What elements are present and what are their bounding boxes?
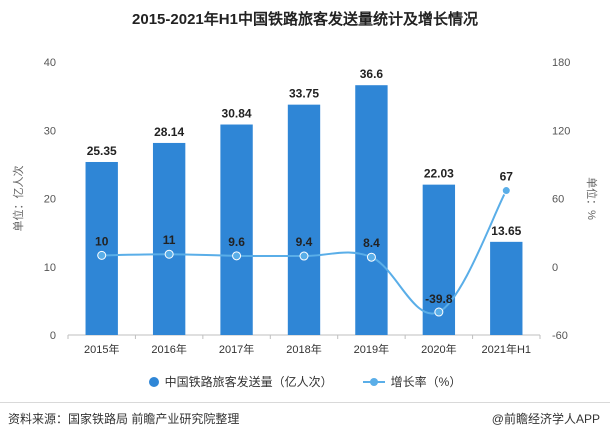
line-value-label: -39.8 [425,292,453,306]
y-right-tick-label: 0 [552,262,558,274]
legend-bar-label: 中国铁路旅客发送量（亿人次） [164,375,333,389]
data-labels: 25.35 28.14 30.84 33.75 36.6 22.03 13.65 10 11 9.… [87,67,522,306]
legend-line-swatch [362,377,385,387]
line-point [501,186,511,196]
x-tick-label: 2016年 [151,342,186,356]
bar-value-label: 28.14 [154,125,184,139]
line-point [164,249,174,259]
legend-item-line: 增长率（%） [362,373,462,390]
footer-brand: @前瞻经济学人APP [491,412,600,426]
bar [152,142,186,335]
line-point [299,251,309,261]
x-tick-label: 2017年 [219,342,254,356]
line-point [232,251,242,261]
line-point [434,307,444,317]
y-left-tick-label: 20 [44,194,56,206]
bar [355,85,388,335]
bar-value-label: 36.6 [360,67,384,81]
bar-value-label: 22.03 [424,167,454,181]
bar-value-label: 33.75 [289,87,319,101]
line-value-label: 8.4 [363,236,380,250]
bar [220,124,253,335]
legend-item-bar: 中国铁路旅客发送量（亿人次） [148,373,333,390]
bar [287,104,321,335]
bar-value-label: 13.65 [491,224,521,238]
bar [85,161,118,335]
footer-source: 资料来源：国家铁路局 前瞻产业研究院整理 [8,412,240,426]
line-series [97,186,511,317]
y-left-axis-title: 单位：亿人次 [11,166,25,232]
y-right-tick-label: 180 [552,57,570,69]
line-point [366,252,376,262]
x-tick-label: 2015年 [84,342,119,356]
x-tick-label: 2020年 [421,342,456,356]
legend-line-label: 增长率（%） [390,375,462,389]
chart-title: 2015-2021年H1中国铁路旅客发送量统计及增长情况 [132,11,478,28]
bar [490,241,523,335]
line-value-label: 10 [95,234,109,248]
bar-series [85,85,523,335]
y-right-tick-label: 60 [552,194,564,206]
footer-divider [0,402,610,403]
line-value-label: 11 [163,233,176,247]
y-left-tick-label: 10 [44,262,56,274]
line-value-label: 67 [500,170,514,184]
line-value-label: 9.4 [296,235,313,249]
bar-value-label: 30.84 [222,107,252,121]
legend: 中国铁路旅客发送量（亿人次） 增长率（%） [0,373,610,390]
line-value-label: 9.6 [228,235,245,249]
line-point [97,250,107,260]
y-right-axis-title: 单位：% [585,177,599,220]
y-left-tick-label: 40 [44,57,56,69]
x-tick-label: 2019年 [354,342,389,356]
y-right-tick-label: -60 [552,330,568,342]
bar-value-label: 25.35 [87,144,117,158]
y-left-tick-label: 0 [50,330,56,342]
x-tick-label: 2021年H1 [482,342,532,356]
y-right-tick-label: 120 [552,125,570,137]
x-tick-label: 2018年 [286,342,321,356]
axes: 0 10 20 30 40 -60 0 60 120 180 2015年 2016年 2017年 2018… [11,57,599,356]
legend-bar-swatch [148,376,159,387]
y-left-tick-label: 30 [44,125,56,137]
